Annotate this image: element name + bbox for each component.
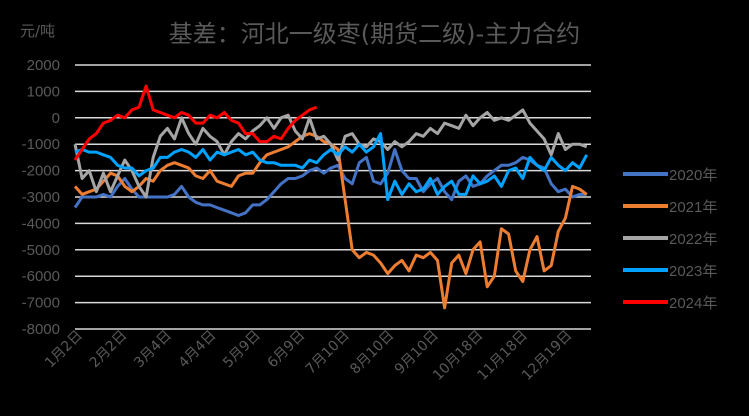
y-tick-label: 1000 [27,83,60,100]
y-tick-label: 0 [52,110,60,127]
legend-item: 2023年 [623,263,717,280]
y-tick-label: -1000 [22,136,60,153]
y-tick-label: -6000 [22,268,60,285]
x-tick-label: 6月9日 [265,328,309,372]
legend-item: 2021年 [623,199,717,216]
legend-label: 2021年 [669,199,717,216]
x-tick-label: 3月4日 [131,328,175,372]
y-tick-label: -4000 [22,215,60,232]
y-tick-label: -8000 [22,321,60,338]
y-axis-unit-label: 元/吨 [20,22,56,40]
x-tick-label: 5月9日 [220,328,264,372]
x-tick-label: 2月2日 [87,328,131,372]
chart-title-text: 基差：河北一级枣(期货二级)-主力合约 [168,20,581,48]
series-line-2022年 [73,108,588,199]
y-tick-label: -2000 [22,163,60,180]
legend-item: 2020年 [623,167,717,184]
legend: 2020年 2021年 2022年 2023年 2024年 [623,167,717,312]
legend-item: 2022年 [623,231,717,248]
series-lines [73,84,589,310]
x-tick-label: 7月10日 [303,328,353,378]
legend-label: 2020年 [669,167,717,184]
y-tick-label: 2000 [27,57,60,74]
legend-label: 2024年 [669,295,717,312]
legend-label: 2022年 [669,231,717,248]
y-tick-label: -7000 [22,295,60,312]
x-tick-label: 4月4日 [176,328,220,372]
y-tick-label: -3000 [22,189,60,206]
y-tick-label: -5000 [22,242,60,259]
y-axis-ticks: 2000 1000 0 -1000 -2000 -3000 -4000 -5000 -6000 -… [22,57,60,338]
legend-label: 2023年 [669,263,717,280]
legend-item: 2024年 [623,295,717,312]
x-tick-label: 8月10日 [347,328,397,378]
chart-title: 基差：河北一级枣(期货二级)-主力合约 [0,14,749,49]
series-line-2024年 [73,84,318,161]
x-axis-ticks: 1月2日 2月2日 3月4日 4月4日 5月9日 6月9日7月10日8月10日9月10日1… [42,328,575,384]
series-line-2020年 [73,148,587,217]
series-line-2023年 [74,132,589,202]
